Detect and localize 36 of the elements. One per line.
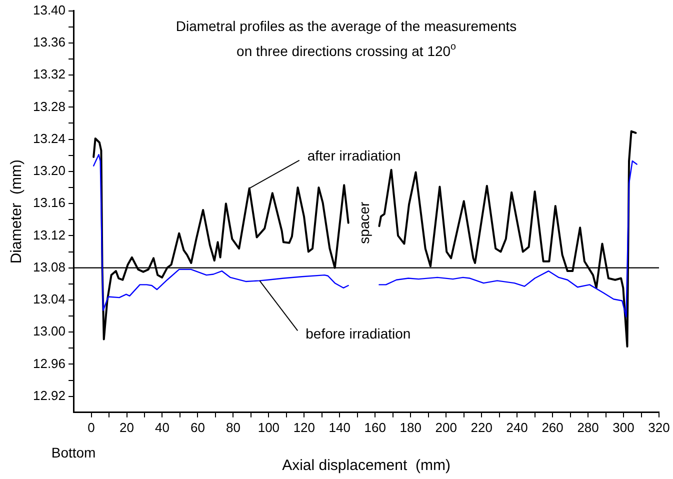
x-tick-label: 0	[88, 420, 95, 435]
y-tick-label: 13.20	[32, 163, 66, 178]
x-tick-label: 260	[542, 420, 564, 435]
x-tick-label: 180	[400, 420, 422, 435]
x-tick-label: 300	[612, 420, 634, 435]
y-tick-label: 13.00	[32, 324, 66, 339]
x-tick-label: 20	[120, 420, 134, 435]
x-tick-label: 200	[435, 420, 457, 435]
y-tick-label: 13.24	[32, 130, 66, 146]
x-tick-label: 320	[648, 420, 670, 435]
x-tick-label: 80	[226, 420, 240, 435]
y-tick-label: 13.28	[32, 98, 66, 114]
x-tick-label: 240	[506, 420, 528, 435]
y-tick-label: 13.08	[32, 259, 66, 274]
x-axis-title: Axial displacement (mm)	[282, 457, 450, 474]
y-tick-label: 13.32	[32, 66, 66, 82]
y-tick-label: 12.96	[32, 356, 66, 371]
annotation: before irradiation	[306, 326, 411, 342]
y-tick-label: 13.36	[32, 34, 66, 50]
y-axis-title: Diameter (mm)	[8, 160, 26, 264]
x-tick-label: 160	[364, 420, 386, 435]
text: Bottom	[51, 444, 96, 460]
y-tick-label: 12.92	[32, 388, 66, 403]
x-tick-label: 120	[293, 420, 316, 435]
y-tick-label: 13.12	[32, 227, 66, 242]
y-tick-label: 13.16	[32, 195, 66, 210]
annotation: spacer	[356, 201, 372, 244]
x-tick-label: 280	[577, 420, 599, 435]
annotation: after irradiation	[307, 147, 401, 164]
y-tick-label: 13.04	[32, 292, 66, 307]
x-tick-label: 140	[328, 420, 351, 435]
y-tick-label: 13.40	[32, 2, 66, 18]
x-tick-label: 40	[155, 420, 170, 435]
x-tick-label: 100	[258, 420, 280, 435]
x-tick-label: 220	[470, 420, 492, 435]
x-tick-label: 60	[190, 420, 205, 435]
